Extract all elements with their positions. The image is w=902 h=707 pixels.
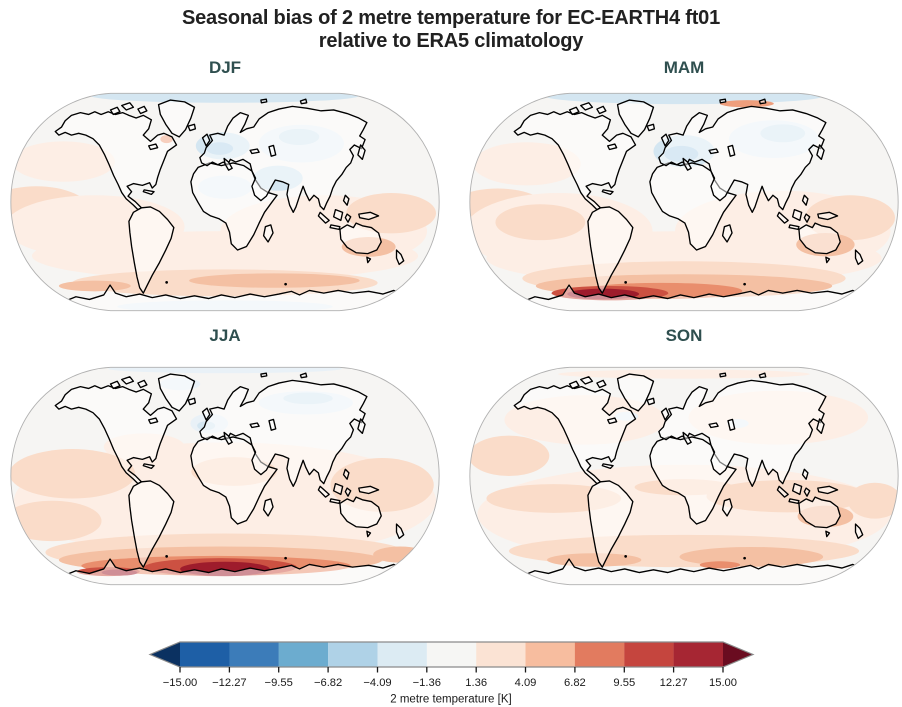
- blob: [11, 141, 115, 182]
- colorbar-segment: [328, 642, 378, 667]
- panel-title-mam: MAM: [663, 58, 705, 77]
- blob: [90, 93, 360, 103]
- colorbar-tick-label: −12.27: [212, 677, 247, 689]
- figure-title-line1: Seasonal bias of 2 metre temperature for…: [181, 7, 721, 29]
- blob: [472, 142, 581, 186]
- colorbar-extend-low: [150, 642, 180, 667]
- blob: [108, 367, 342, 374]
- colorbar-tick-label: 1.36: [465, 677, 487, 689]
- colorbar-segment: [673, 642, 724, 667]
- blob: [544, 93, 824, 105]
- colorbar-segment: [426, 642, 477, 667]
- bias-field-jja: [10, 367, 440, 585]
- blob: [547, 553, 642, 567]
- blob: [486, 484, 622, 513]
- colorbar-segment: [278, 642, 329, 667]
- map-panel-djf: [9, 92, 441, 312]
- colorbar-tick-label: −6.82: [314, 677, 342, 689]
- blob: [469, 435, 550, 476]
- panel-title-djf: DJF: [208, 58, 242, 77]
- blob: [495, 204, 586, 241]
- colorbar-tick-label: 12.27: [660, 677, 688, 689]
- bias-field-mam: [469, 93, 899, 311]
- figure-title: Seasonal bias of 2 metre temperature for…: [0, 7, 902, 53]
- colorbar-segment: [476, 642, 526, 667]
- colorbar-tick-label: −4.09: [363, 677, 391, 689]
- blob: [699, 561, 741, 569]
- colorbar-segment: [624, 642, 674, 667]
- colorbar-tick-label: 15.00: [709, 677, 737, 689]
- blob: [31, 231, 419, 281]
- colorbar-tick-label: −9.55: [265, 677, 293, 689]
- blob: [10, 449, 136, 499]
- colorbar-segment: [377, 642, 427, 667]
- panel-title-jja: JJA: [209, 326, 241, 345]
- colorbar-segment: [229, 642, 279, 667]
- figure-title-line2: relative to ERA5 climatology: [318, 30, 584, 52]
- colorbar-extend-high: [723, 642, 753, 667]
- bias-field-son: [469, 367, 899, 585]
- blob: [373, 546, 428, 563]
- panel-title-son: SON: [665, 326, 703, 345]
- colorbar-segment: [180, 642, 230, 667]
- colorbar-tick-label: 4.09: [515, 677, 537, 689]
- colorbar-segment: [525, 642, 575, 667]
- map-panel-son: [468, 366, 900, 586]
- colorbar-tick-label: −15.00: [163, 677, 198, 689]
- bias-field-djf: [10, 93, 440, 311]
- colorbar-axis-label: 2 metre temperature [K]: [390, 694, 511, 706]
- colorbar-tick-label: 9.55: [613, 677, 635, 689]
- colorbar-tick-label: 6.82: [564, 677, 586, 689]
- map-panel-jja: [9, 366, 441, 586]
- colorbar-ticks: [179, 667, 724, 673]
- colorbar-tick-labels: −15.00 −12.27 −9.55 −6.82 −4.09 −1.36 1.…: [163, 677, 737, 689]
- blob: [558, 369, 810, 379]
- blob: [847, 482, 899, 519]
- colorbar: −15.00 −12.27 −9.55 −6.82 −4.09 −1.36 1.…: [140, 637, 762, 707]
- map-panel-mam: [468, 92, 900, 312]
- colorbar-segment: [574, 642, 625, 667]
- colorbar-tick-label: −1.36: [413, 677, 441, 689]
- blob: [346, 193, 437, 234]
- blob: [58, 280, 131, 292]
- blob: [189, 273, 360, 288]
- blob: [10, 500, 102, 542]
